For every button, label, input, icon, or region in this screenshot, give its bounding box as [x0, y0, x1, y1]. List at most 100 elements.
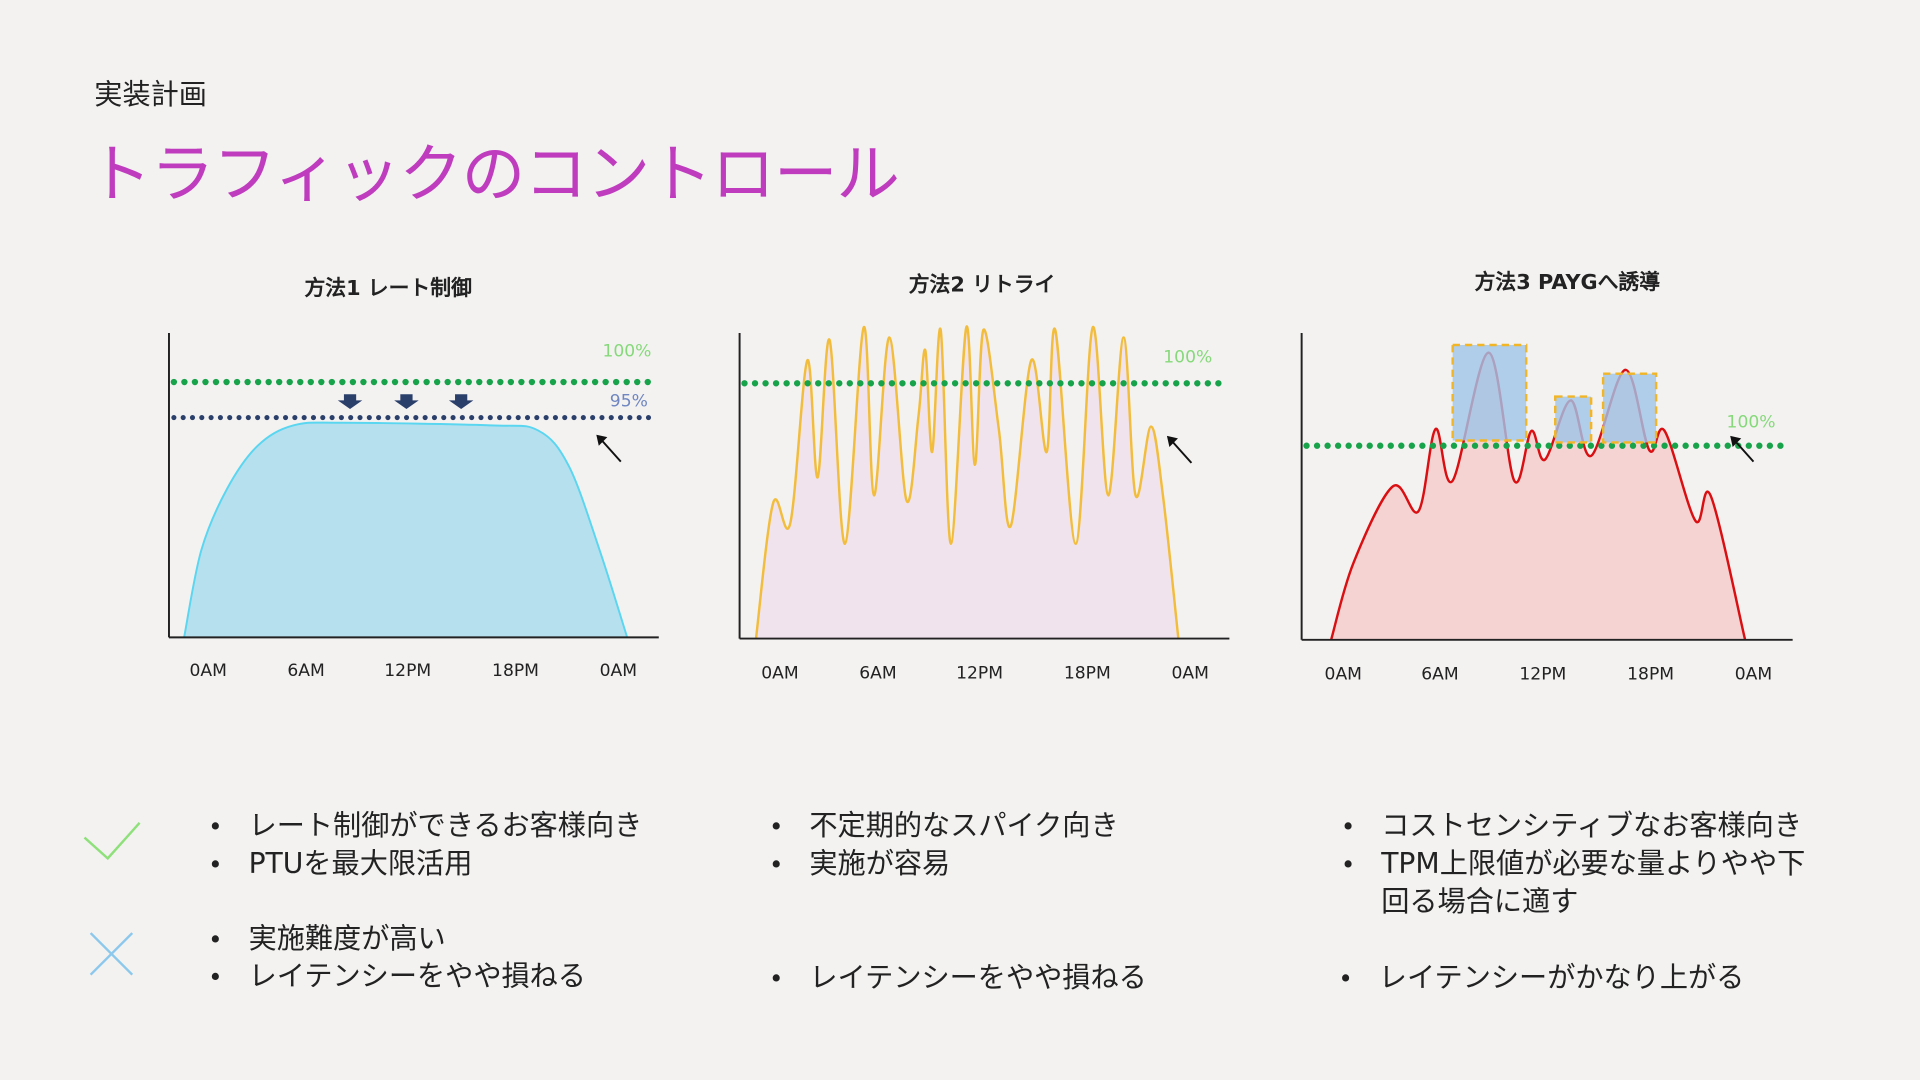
- down-arrow-icon: [394, 394, 419, 409]
- capacity-line-dot: [273, 414, 279, 421]
- capacity-line-dot: [1671, 442, 1679, 449]
- down-arrow-icon: [337, 394, 363, 409]
- chart-1-capacity-line-95%: [171, 414, 652, 421]
- x-tick-label: 0AM: [1324, 664, 1362, 685]
- capacity-line-dot: [1303, 442, 1310, 449]
- capacity-100-label: 100%: [1726, 412, 1776, 433]
- capacity-line-dot: [741, 380, 748, 387]
- capacity-line-dot: [376, 414, 382, 421]
- capacity-line-dot: [245, 414, 251, 421]
- capacity-line-dot: [422, 414, 428, 421]
- x-tick-label: 12PM: [384, 661, 432, 681]
- capacity-line-dot: [1366, 442, 1373, 449]
- payg-overflow-box: [1554, 395, 1593, 444]
- capacity-line-dot: [370, 378, 378, 386]
- capacity-line-dot: [590, 414, 596, 421]
- capacity-line-dot: [307, 378, 314, 386]
- capacity-line-dot: [1215, 380, 1222, 387]
- capacity-line-dot: [1004, 380, 1011, 387]
- capacity-line-dot: [524, 414, 531, 421]
- capacity-line-dot: [223, 378, 230, 386]
- capacity-line-dot: [1429, 442, 1437, 449]
- capacity-line-dot: [1099, 380, 1106, 387]
- capacity-line-dot: [751, 380, 759, 387]
- capacity-line-dot: [328, 378, 336, 386]
- capacity-line-dot: [1450, 442, 1458, 449]
- chart-2-traffic-line: [754, 325, 1180, 639]
- capacity-line-dot: [181, 378, 188, 386]
- capacity-line-dot: [403, 414, 410, 421]
- capacity-line-dot: [941, 380, 948, 387]
- capacity-line-dot: [1461, 442, 1468, 449]
- capacity-line-dot: [562, 414, 568, 421]
- capacity-line-dot: [487, 414, 493, 421]
- cross-icon: [89, 932, 134, 976]
- chart-2-title: 方法2 リトライ: [908, 273, 1056, 298]
- payg-overflow-box: [1601, 372, 1658, 444]
- list-item: 実施が容易: [769, 846, 1283, 884]
- capacity-line-dot: [1756, 442, 1763, 449]
- x-tick-label: 6AM: [1421, 664, 1459, 685]
- capacity-line-dot: [255, 414, 261, 421]
- capacity-line-dot: [170, 378, 178, 386]
- capacity-line-dot: [899, 380, 906, 387]
- capacity-line-dot: [444, 378, 451, 386]
- x-tick-label: 6AM: [859, 663, 897, 684]
- capacity-line-dot: [357, 414, 363, 421]
- capacity-line-dot: [581, 378, 588, 386]
- capacity-line-dot: [506, 414, 512, 421]
- capacity-line-dot: [329, 414, 335, 421]
- x-tick-label: 12PM: [1519, 664, 1567, 685]
- capacity-line-dot: [180, 414, 186, 421]
- list-item: 不定期的なスパイク向き: [769, 808, 1283, 846]
- capacity-line-dot: [469, 414, 475, 421]
- capacity-line-dot: [217, 414, 223, 421]
- capacity-line-dot: [208, 414, 214, 421]
- capacity-line-dot: [1408, 442, 1416, 449]
- capacity-line-dot: [1492, 442, 1500, 449]
- capacity-line-dot: [1078, 380, 1085, 387]
- capacity-line-dot: [476, 378, 483, 386]
- capacity-line-dot: [433, 378, 441, 386]
- capacity-line-dot: [1650, 442, 1658, 449]
- capacity-line-dot: [1629, 442, 1637, 449]
- chart-1-area-fill: [184, 422, 627, 637]
- capacity-line-dot: [543, 414, 549, 421]
- capacity-line-dot: [878, 380, 885, 387]
- capacity-line-dot: [349, 378, 357, 386]
- capacity-line-dot: [1313, 442, 1321, 449]
- capacity-line-dot: [1682, 442, 1689, 449]
- cons-list-method-3: レイテンシーがかなり上がる: [1338, 960, 1803, 998]
- chart-1-capacity-line-100%: [170, 378, 651, 386]
- x-tick-label: 0AM: [1734, 664, 1773, 685]
- capacity-line-dot: [381, 378, 388, 386]
- chart-3-area-fill: [1331, 352, 1745, 640]
- capacity-line-dot: [431, 414, 438, 421]
- capacity-line-dot: [292, 414, 298, 421]
- capacity-line-dot: [171, 414, 177, 421]
- capacity-line-dot: [857, 380, 864, 387]
- capacity-line-dot: [212, 378, 220, 386]
- capacity-line-dot: [394, 414, 400, 421]
- chart-1-title: 方法1 レート制御: [304, 276, 472, 302]
- capacity-line-dot: [402, 378, 409, 386]
- capacity-line-dot: [1619, 442, 1626, 449]
- capacity-line-dot: [1183, 380, 1190, 387]
- capacity-line-dot: [909, 380, 917, 387]
- capacity-line-dot: [1724, 442, 1731, 449]
- capacity-line-dot: [191, 378, 199, 386]
- capacity-line-dot: [441, 414, 447, 421]
- capacity-line-dot: [264, 414, 270, 421]
- capacity-line-dot: [815, 380, 822, 387]
- x-tick-label: 12PM: [956, 663, 1004, 684]
- capacity-line-dot: [636, 414, 642, 421]
- check-icon: [83, 822, 141, 861]
- capacity-line-dot: [1608, 442, 1616, 449]
- capacity-line-dot: [846, 380, 853, 387]
- capacity-line-dot: [972, 380, 980, 387]
- x-tick-label: 18PM: [492, 661, 539, 681]
- capacity-line-dot: [1046, 380, 1054, 387]
- capacity-line-dot: [1545, 442, 1552, 449]
